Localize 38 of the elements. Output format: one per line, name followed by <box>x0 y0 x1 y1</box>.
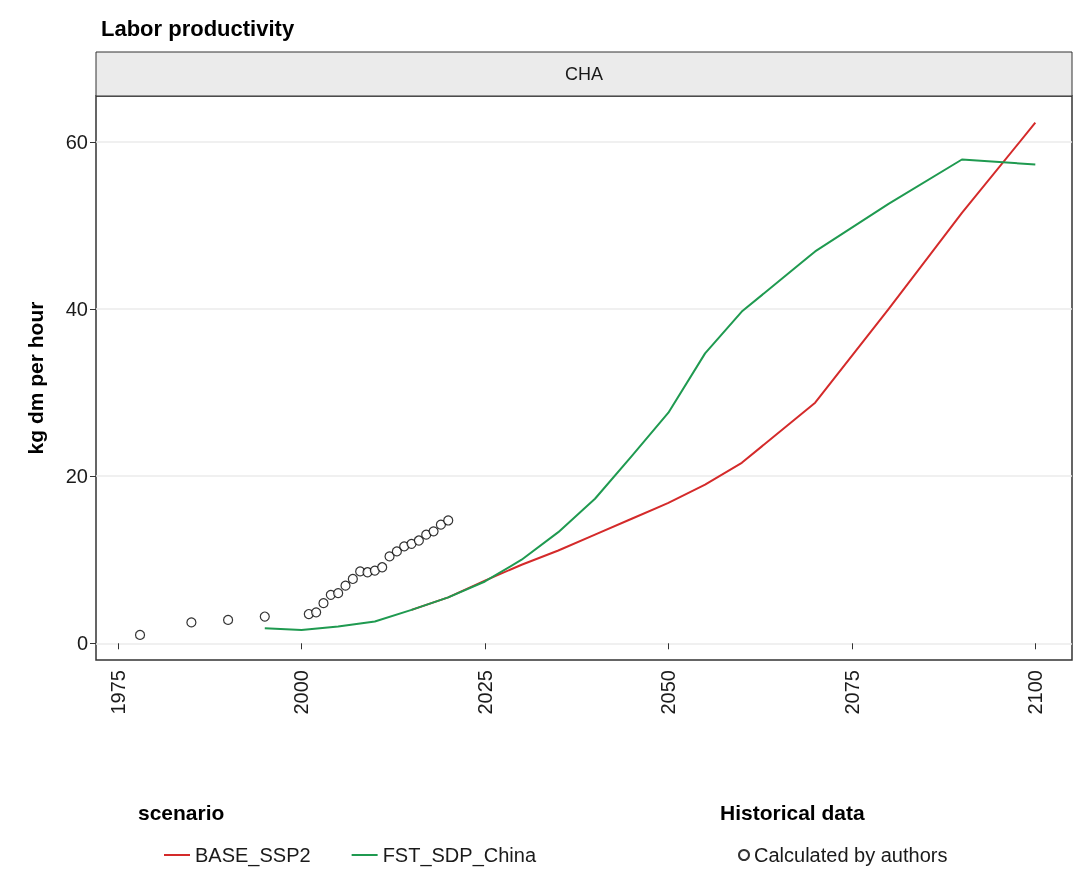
chart-subtitle: CHA <box>564 64 604 84</box>
point <box>333 588 344 599</box>
point <box>318 598 329 609</box>
x-tick-label: 2050 <box>657 670 680 715</box>
point <box>347 573 358 585</box>
x-tick-label: 2100 <box>1024 670 1047 715</box>
point <box>186 617 197 628</box>
point <box>413 535 424 546</box>
x-tick-label: 1975 <box>107 670 130 715</box>
point <box>435 519 446 530</box>
point <box>443 515 454 526</box>
point <box>406 538 417 549</box>
point <box>340 580 351 591</box>
legend-label: Calculated by authors <box>754 844 948 866</box>
point <box>311 607 322 618</box>
point <box>134 629 146 641</box>
y-tick-label: 20 <box>65 465 88 488</box>
legend-title: scenario <box>138 801 225 824</box>
x-tick-label: 2000 <box>290 670 313 715</box>
point <box>259 611 270 622</box>
point <box>391 546 402 557</box>
y-tick-label: 0 <box>76 632 88 655</box>
x-tick-label: 2025 <box>473 670 496 715</box>
chart-title: Labor productivity <box>101 15 295 41</box>
legend-label: BASE_SSP2 <box>195 844 311 867</box>
text: Historical data <box>720 801 866 824</box>
y-axis-title: kg dm per hour <box>24 301 47 455</box>
point <box>369 565 380 576</box>
point <box>384 551 395 562</box>
line-series <box>263 158 1037 631</box>
point <box>421 529 432 540</box>
y-tick-label: 60 <box>65 130 88 153</box>
point <box>377 562 388 573</box>
x-tick-label: 2075 <box>840 670 863 715</box>
point <box>223 614 234 625</box>
point <box>428 526 439 537</box>
legend-label: FST_SDP_China <box>382 844 537 867</box>
y-tick-label: 40 <box>65 298 88 321</box>
